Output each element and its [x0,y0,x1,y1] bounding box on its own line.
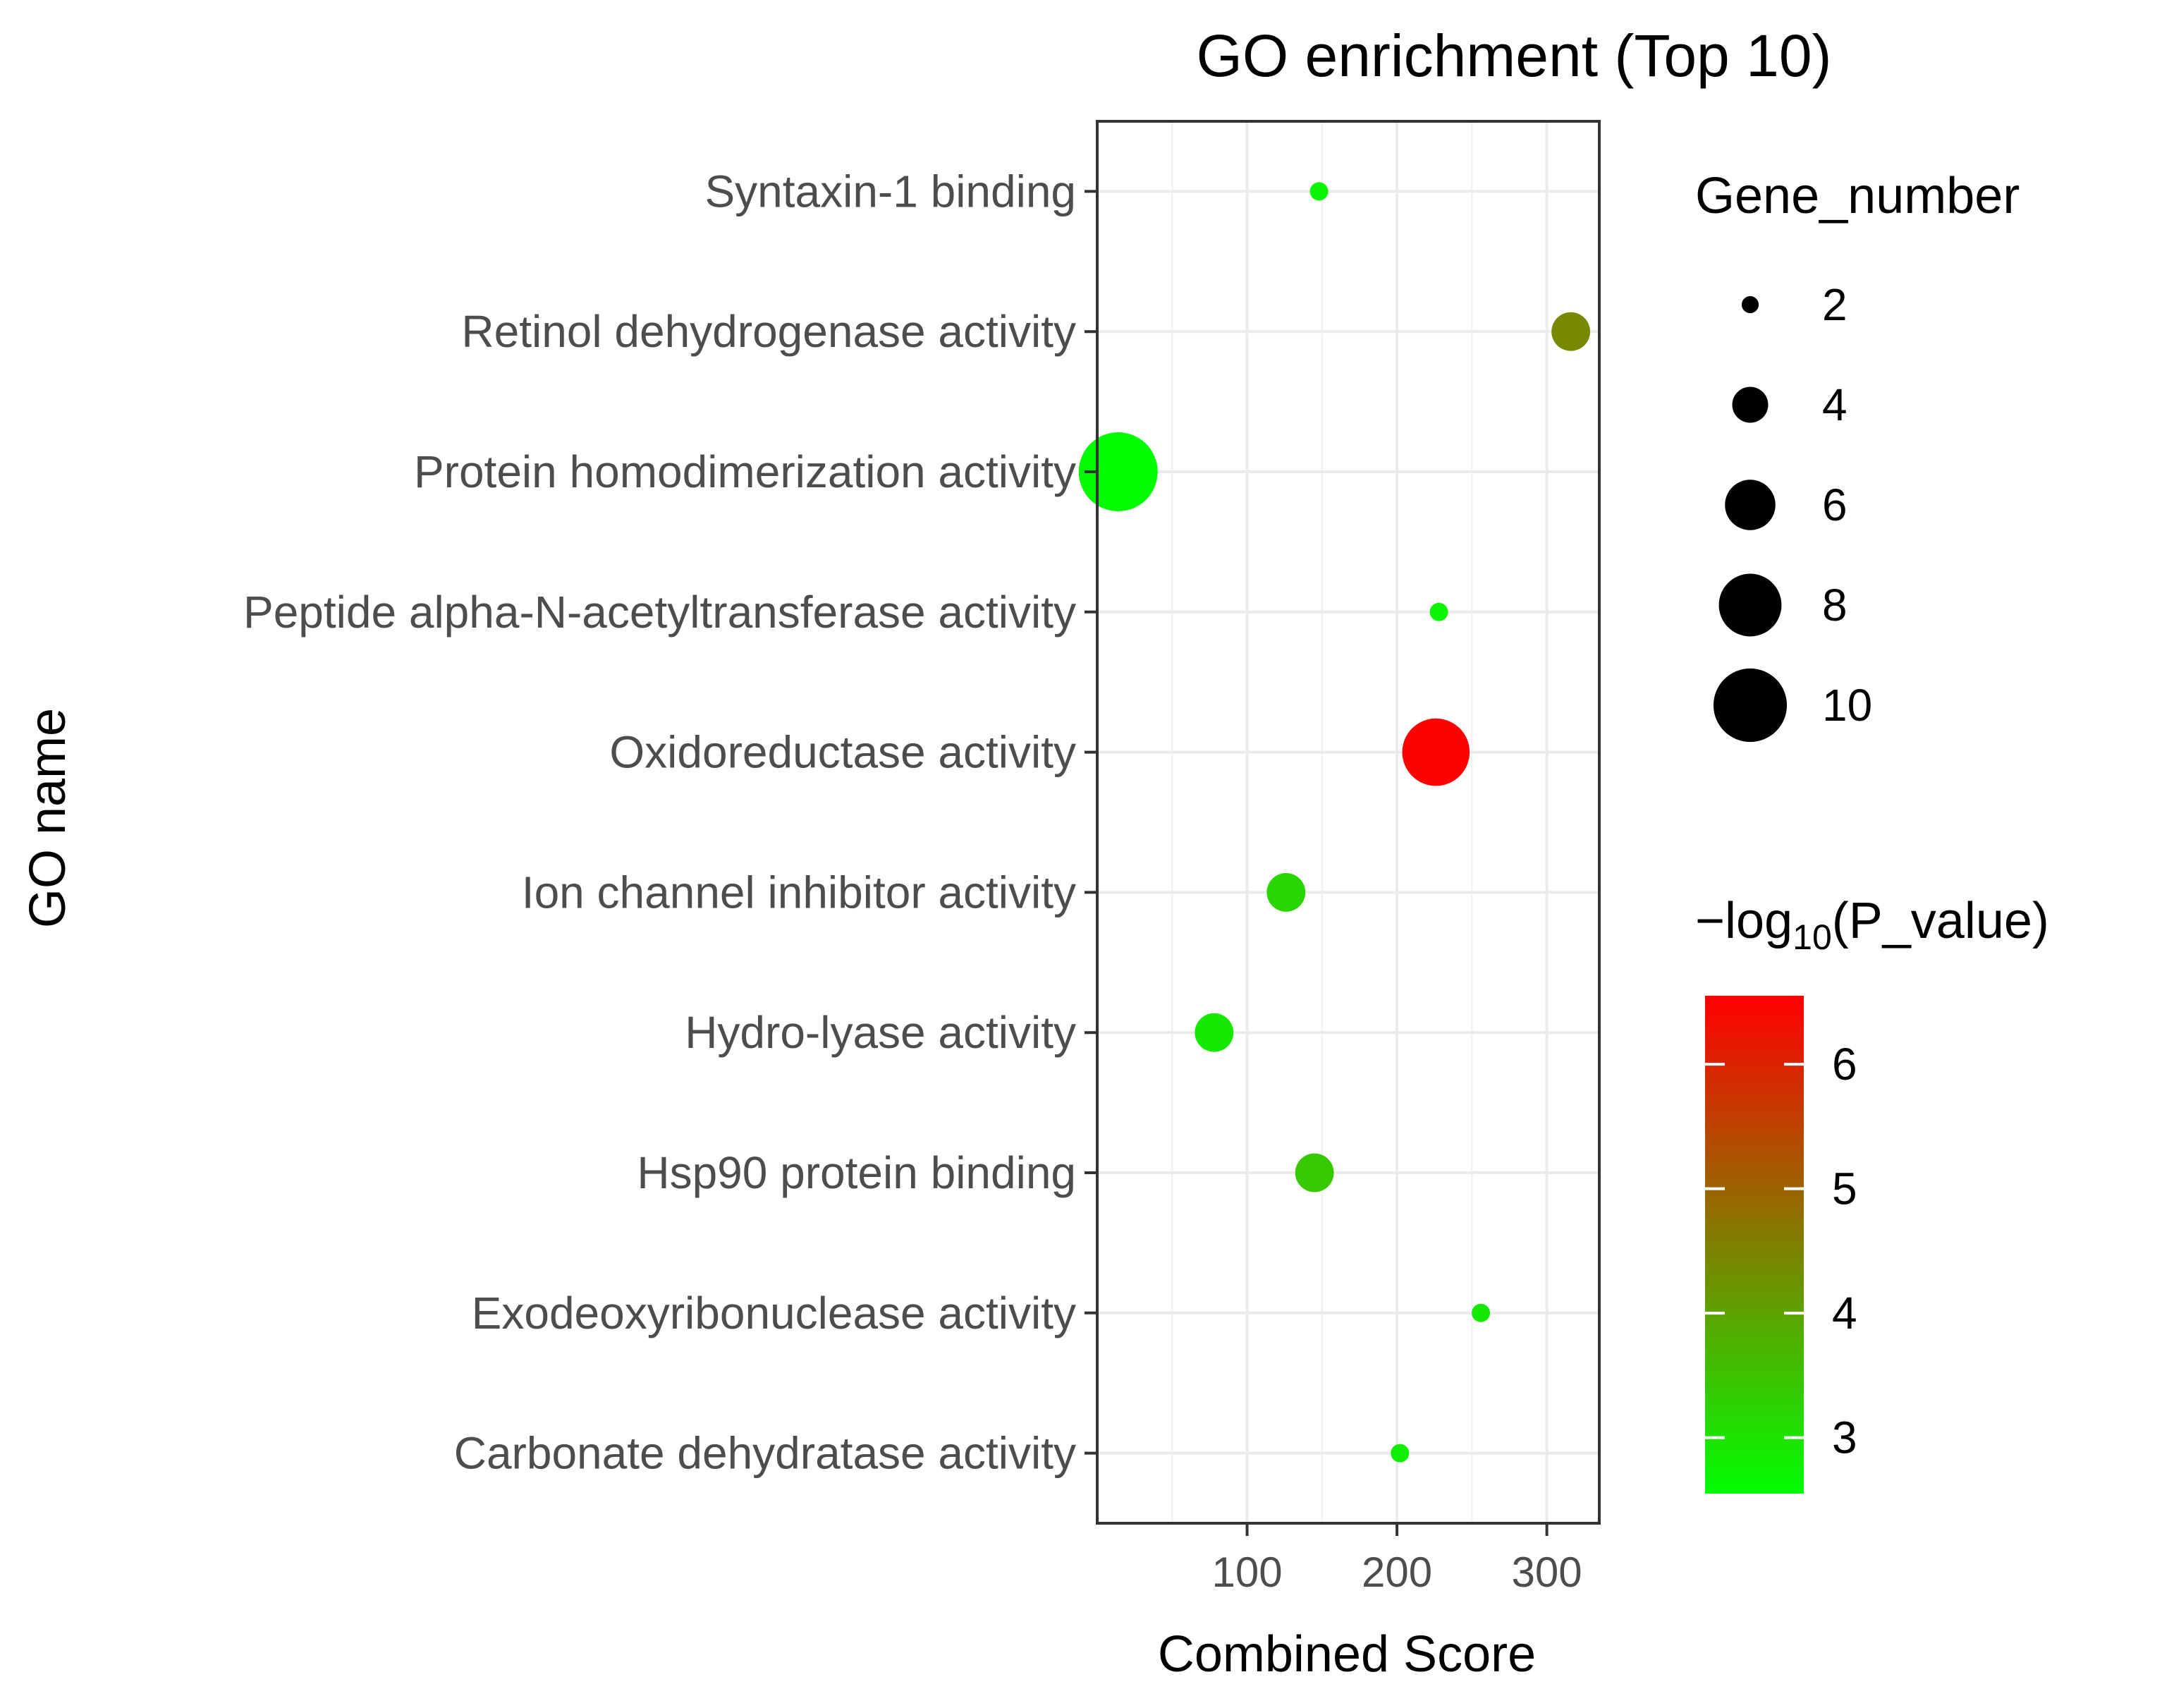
size-legend-key [1732,386,1769,423]
size-legend-label: 8 [1822,580,1848,630]
data-point [1429,602,1448,621]
data-point [1402,718,1470,786]
data-point [1472,1303,1491,1322]
data-point [1391,1444,1410,1463]
x-axis-title: Combined Score [1158,1626,1536,1683]
y-tick-label: Hydro-lyase activity [685,1007,1076,1058]
chart-title: GO enrichment (Top 10) [1196,23,1831,89]
size-legend-label: 4 [1822,379,1848,430]
color-legend-title-subscript: 10 [1792,917,1832,957]
y-tick-label: Protein homodimerization activity [414,446,1076,497]
data-point [1295,1153,1334,1192]
size-legend-key [1718,573,1782,637]
size-legend-label: 2 [1822,279,1848,330]
color-legend-label: 3 [1832,1413,1857,1463]
size-legend-label: 6 [1822,480,1848,530]
y-tick-label: Syntaxin-1 binding [704,166,1076,216]
plot-area: Syntaxin-1 binding Retinol dehydrogenase … [243,120,1601,1596]
color-legend-title-prefix: −log [1695,893,1792,949]
data-points [1078,182,1591,1463]
size-legend-key [1725,480,1776,530]
size-legend-label: 10 [1822,680,1872,731]
y-axis-title: GO name [20,708,76,928]
color-legend-label: 6 [1832,1039,1857,1090]
y-tick-label: Exodeoxyribonuclease activity [472,1288,1076,1338]
y-tick-label: Carbonate dehydratase activity [454,1428,1076,1479]
color-legend-title: −log10(P_value) [1695,893,2049,957]
grid-lines [1097,121,1599,1523]
color-legend: −log10(P_value) 3 4 5 6 [1695,893,2049,1494]
y-tick-label: Ion channel inhibitor activity [522,867,1076,917]
color-legend-label: 5 [1832,1164,1857,1214]
color-legend-title-suffix: (P_value) [1832,893,2049,949]
size-legend-key [1713,668,1788,743]
data-point [1195,1013,1234,1052]
y-tick-label: Peptide alpha-N-acetyltransferase activi… [243,587,1076,638]
color-legend-label: 4 [1832,1288,1857,1338]
y-tick-label: Retinol dehydrogenase activity [461,306,1076,357]
size-legend-title: Gene_number [1695,168,2020,224]
x-tick-label: 300 [1512,1549,1582,1596]
size-legend: Gene_number 2 4 6 8 10 [1695,168,2020,743]
y-tick-label: Oxidoreductase activity [609,727,1076,778]
x-tick-label: 200 [1362,1549,1432,1596]
x-tick-label: 100 [1211,1549,1282,1596]
size-legend-key [1741,295,1759,314]
color-legend-bar [1705,996,1804,1494]
y-tick-label: Hsp90 protein binding [637,1147,1076,1198]
data-point [1309,182,1329,201]
data-point [1551,312,1591,351]
data-point [1266,872,1306,912]
plot-border [1096,120,1601,1525]
